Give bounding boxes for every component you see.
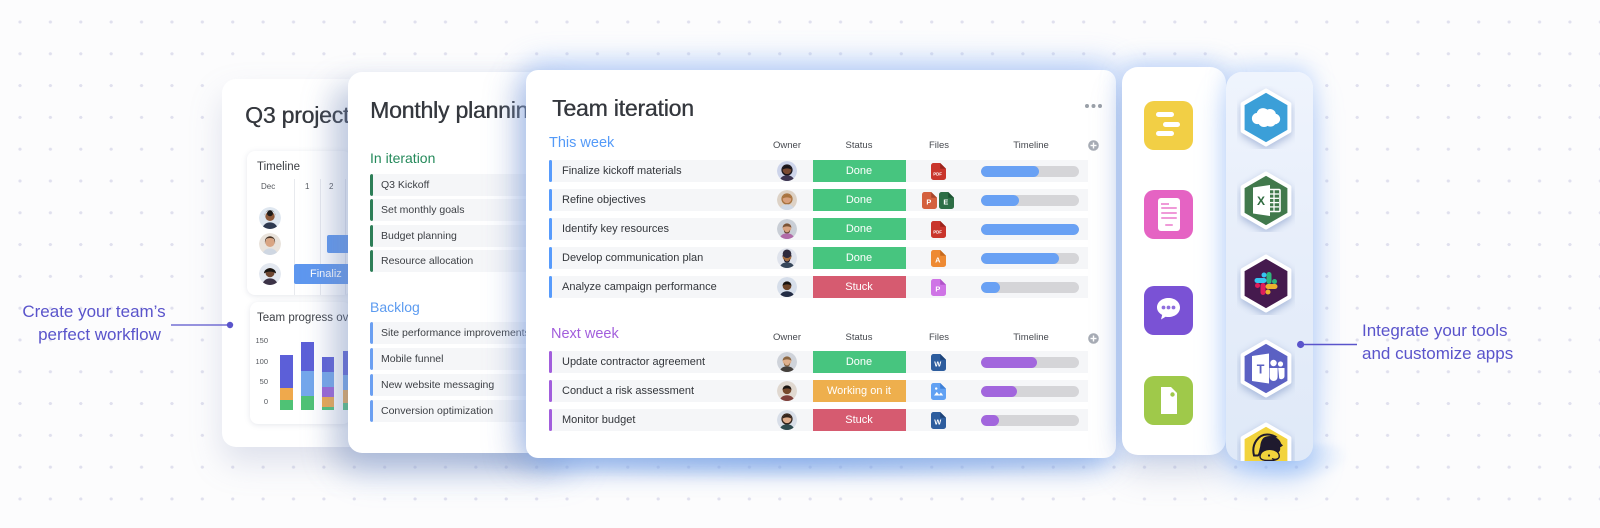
svg-text:W: W xyxy=(934,359,941,368)
svg-text:A: A xyxy=(935,255,941,264)
svg-text:PDF: PDF xyxy=(933,229,942,234)
svg-text:P: P xyxy=(935,284,940,293)
svg-text:E: E xyxy=(943,197,948,206)
svg-text:T: T xyxy=(1257,363,1265,377)
svg-text:W: W xyxy=(934,417,941,426)
svg-text:PDF: PDF xyxy=(933,171,942,176)
svg-text:X: X xyxy=(1257,194,1265,208)
svg-text:P: P xyxy=(926,197,931,206)
